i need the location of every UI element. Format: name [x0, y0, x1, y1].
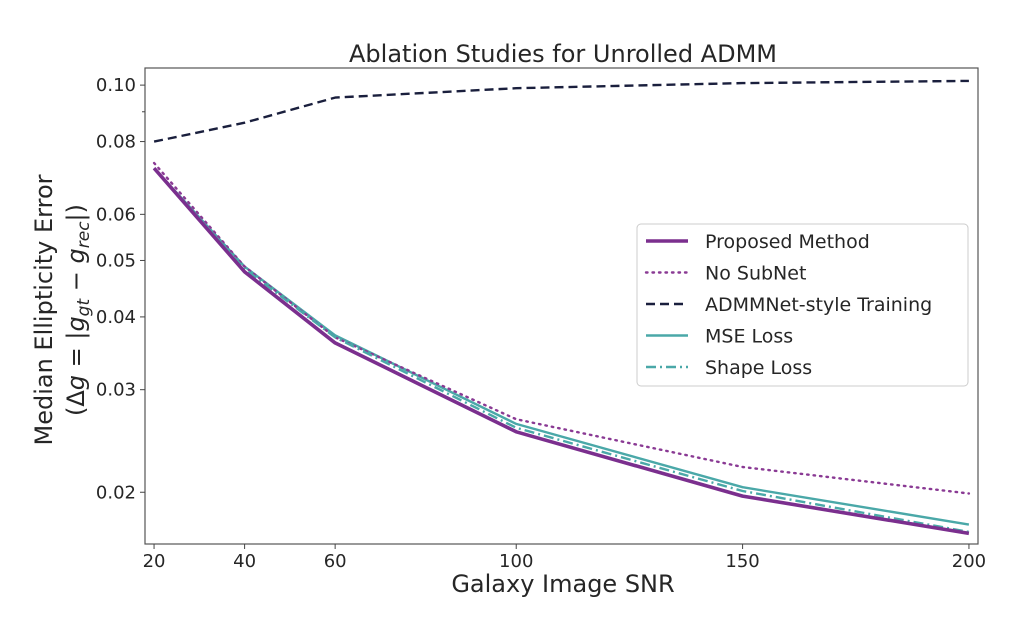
y-axis-label-part: g: [62, 375, 90, 390]
legend-frame: [636, 223, 969, 387]
series-lines: [152, 79, 971, 536]
x-tick-label: 60: [324, 551, 347, 572]
series-line-mse-loss: [153, 167, 970, 526]
x-tick-label: 150: [725, 551, 759, 572]
y-axis-label-part: = |: [62, 332, 90, 375]
y-tick-label: 0.06: [96, 204, 136, 225]
legend-label-admmnet-style-training: ADMMNet-style Training: [705, 294, 932, 316]
y-axis-label-part: (Δ: [62, 390, 90, 416]
legend: Proposed Method No SubNet ADMMNet-style Tr…: [636, 223, 969, 387]
series-line-shape-loss: [153, 167, 970, 534]
y-axis-label-line2: (Δg = |ggt − grec|): [62, 204, 94, 416]
y-tick-label: 0.03: [96, 380, 136, 401]
legend-label-proposed-method: Proposed Method: [705, 231, 870, 253]
y-axis-label-part: rec: [74, 221, 94, 248]
legend-label-no-subnet: No SubNet: [705, 263, 806, 285]
series-line-admmnet-style-training: [153, 79, 969, 143]
y-axis: 0.02 0.03 0.04 0.05 0.06 0.08 0.10: [96, 75, 145, 503]
chart-title: Ablation Studies for Unrolled ADMM: [349, 40, 777, 68]
y-axis-label-part: |): [62, 204, 90, 221]
x-tick-label: 40: [233, 551, 256, 572]
x-axis-label: Galaxy Image SNR: [451, 570, 674, 598]
y-tick-label: 0.05: [96, 250, 136, 271]
x-axis: 20 40 60 100 150 200: [143, 544, 986, 572]
x-tick-label: 20: [143, 551, 166, 572]
series-line-proposed-method: [152, 167, 970, 536]
y-tick-label: 0.08: [96, 132, 136, 153]
y-axis-label-part: −: [62, 263, 90, 298]
y-axis-label-part: gt: [74, 298, 94, 317]
y-axis-label: Median Ellipticity Error (Δg = |ggt − gr…: [30, 174, 94, 445]
y-axis-label-line1: Median Ellipticity Error: [30, 174, 58, 445]
y-tick-label: 0.02: [96, 482, 136, 503]
x-tick-label: 200: [952, 551, 986, 572]
y-tick-label: 0.04: [96, 307, 136, 328]
y-tick-label: 0.10: [96, 75, 136, 96]
series-line-no-subnet: [152, 161, 971, 495]
y-axis-label-part: g: [62, 316, 90, 331]
x-tick-label: 100: [499, 551, 533, 572]
legend-label-shape-loss: Shape Loss: [705, 357, 812, 379]
y-axis-label-part: g: [62, 248, 90, 263]
legend-label-mse-loss: MSE Loss: [705, 326, 793, 348]
